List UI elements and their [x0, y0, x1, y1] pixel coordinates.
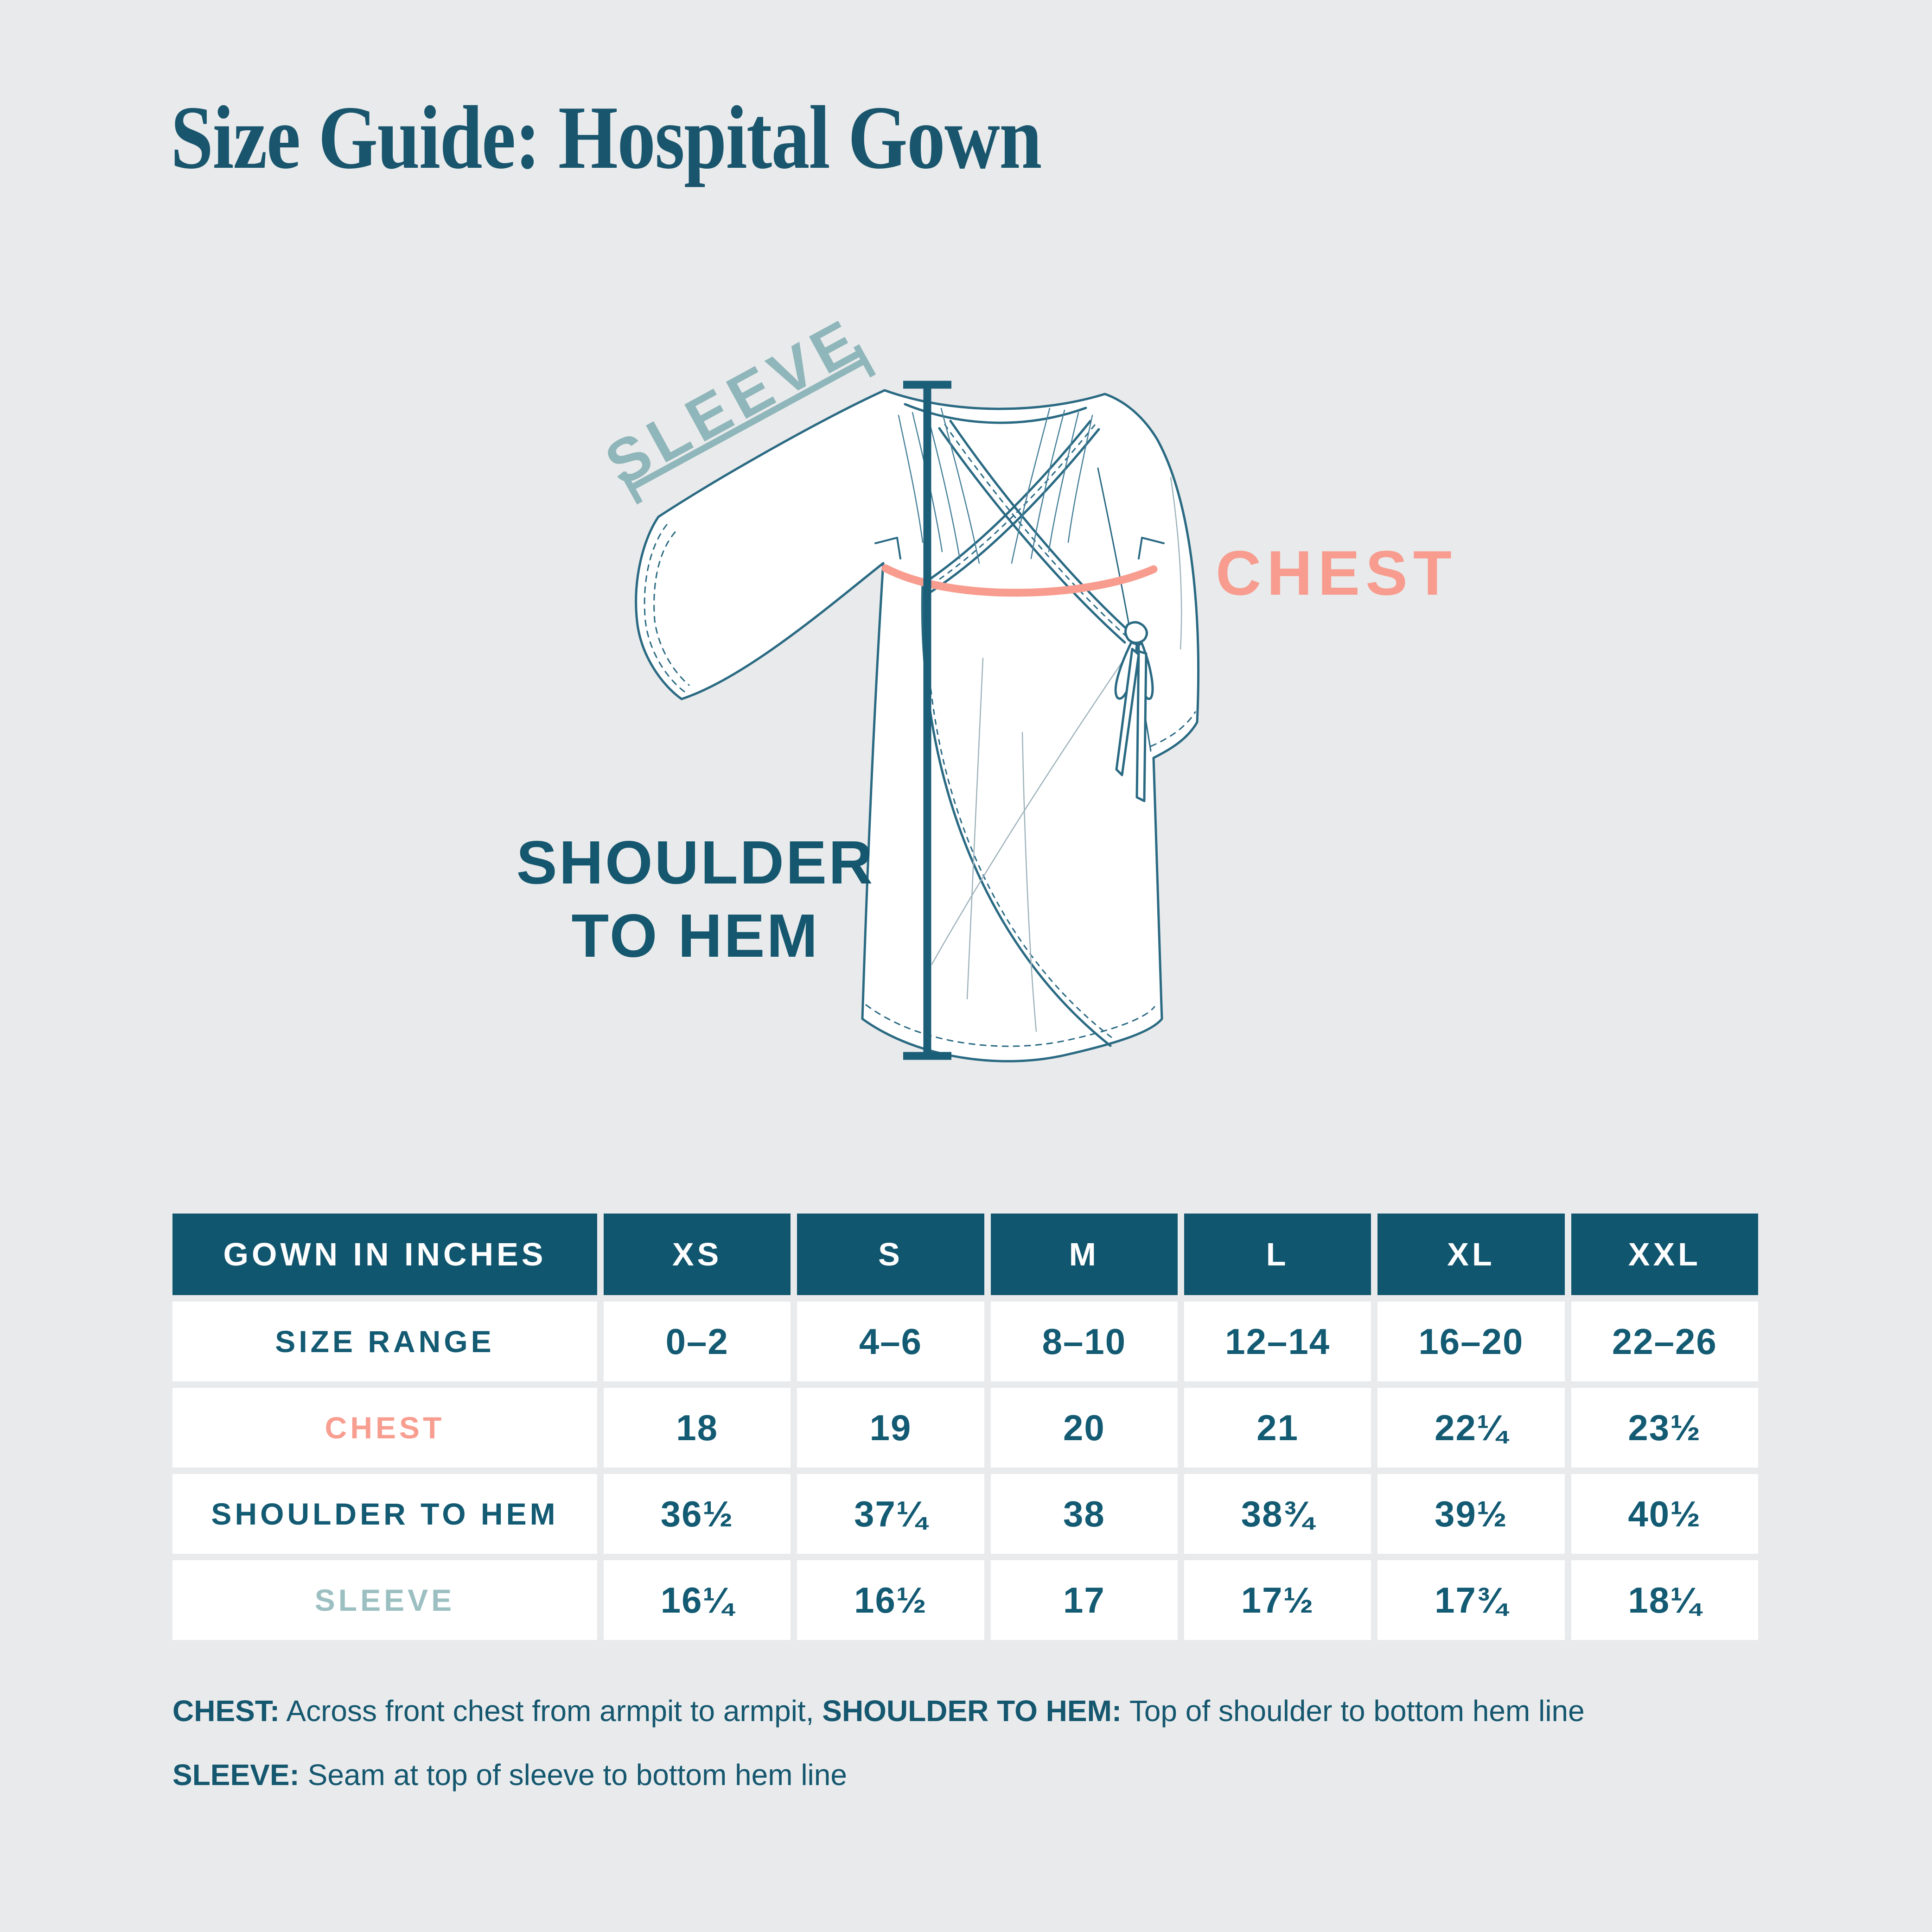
- table-cell: 8–10: [990, 1302, 1178, 1381]
- table-header-cell: S: [797, 1214, 984, 1295]
- fold-lines: [931, 477, 1182, 1032]
- table-header-cell: M: [990, 1214, 1178, 1295]
- chest-label: CHEST: [1216, 538, 1457, 608]
- shoulder-to-hem-label-line2: TO HEM: [571, 902, 820, 970]
- table-cell: 17½: [1184, 1560, 1371, 1640]
- footnote-term: CHEST:: [172, 1694, 280, 1728]
- shoulder-to-hem-label-line1: SHOULDER: [516, 828, 875, 896]
- table-cell: 20: [990, 1388, 1178, 1468]
- table-cell: 36½: [604, 1474, 791, 1554]
- size-table: GOWN IN INCHES XS S M L XL XXL SIZE RANG…: [172, 1214, 1758, 1640]
- table-header-cell: XL: [1377, 1214, 1565, 1295]
- table-cell: 12–14: [1184, 1302, 1371, 1381]
- table-cell: 16–20: [1377, 1302, 1565, 1381]
- table-header-cell: XS: [604, 1214, 791, 1295]
- table-row-label: CHEST: [172, 1388, 597, 1468]
- footnote-text: Seam at top of sleeve to bottom hem line: [299, 1758, 847, 1792]
- table-cell: 17¾: [1377, 1560, 1565, 1640]
- footnote-text: Top of shoulder to bottom hem line: [1122, 1694, 1585, 1728]
- table-header-cell: GOWN IN INCHES: [172, 1214, 597, 1295]
- table-cell: 19: [797, 1388, 984, 1468]
- table-cell: 40½: [1571, 1474, 1758, 1554]
- sleeve-measure-line: [620, 344, 876, 505]
- footnote-text: Across front chest from armpit to armpit…: [280, 1694, 823, 1728]
- footnote-line: CHEST: Across front chest from armpit to…: [172, 1691, 1786, 1731]
- table-cell: 39½: [1377, 1474, 1565, 1554]
- chest-measure-line: [881, 564, 1158, 597]
- shoulder-measure-line: [903, 381, 951, 1060]
- table-header-cell: XXL: [1571, 1214, 1758, 1295]
- shoulder-to-hem-label: SHOULDER TO HEM: [503, 826, 888, 973]
- table-cell: 22–26: [1571, 1302, 1758, 1381]
- table-cell: 18: [604, 1388, 791, 1468]
- footnote-term: SLEEVE:: [172, 1758, 300, 1792]
- table-cell: 17: [990, 1560, 1178, 1640]
- page-title: Size Guide: Hospital Gown: [171, 88, 1042, 188]
- table-cell: 38: [990, 1474, 1178, 1554]
- table-row-label: SIZE RANGE: [172, 1302, 597, 1381]
- table-cell: 23½: [1571, 1388, 1758, 1468]
- chest-line-arrows: [874, 537, 1165, 559]
- table-row-label: SLEEVE: [172, 1560, 597, 1640]
- table-cell: 18¼: [1571, 1560, 1758, 1640]
- stitch-lines: [644, 524, 1196, 1047]
- table-cell: 4–6: [797, 1302, 984, 1381]
- tie-bow: [1114, 621, 1154, 802]
- table-row-label: SHOULDER TO HEM: [172, 1474, 597, 1554]
- footnote-line: SLEEVE: Seam at top of sleeve to bottom …: [172, 1755, 1786, 1795]
- table-cell: 37¼: [797, 1474, 984, 1554]
- table-cell: 0–2: [604, 1302, 791, 1381]
- table-cell: 38¾: [1184, 1474, 1371, 1554]
- table-cell: 22¼: [1377, 1388, 1565, 1468]
- footnote-term: SHOULDER TO HEM:: [822, 1694, 1122, 1728]
- gown-illustration: [620, 344, 1200, 1062]
- gown-drawing: [635, 389, 1200, 1062]
- table-cell: 21: [1184, 1388, 1371, 1468]
- table-cell: 16½: [797, 1560, 984, 1640]
- table-cell: 16¼: [604, 1560, 791, 1640]
- table-header-cell: L: [1184, 1214, 1371, 1295]
- measurement-definitions: CHEST: Across front chest from armpit to…: [172, 1691, 1786, 1819]
